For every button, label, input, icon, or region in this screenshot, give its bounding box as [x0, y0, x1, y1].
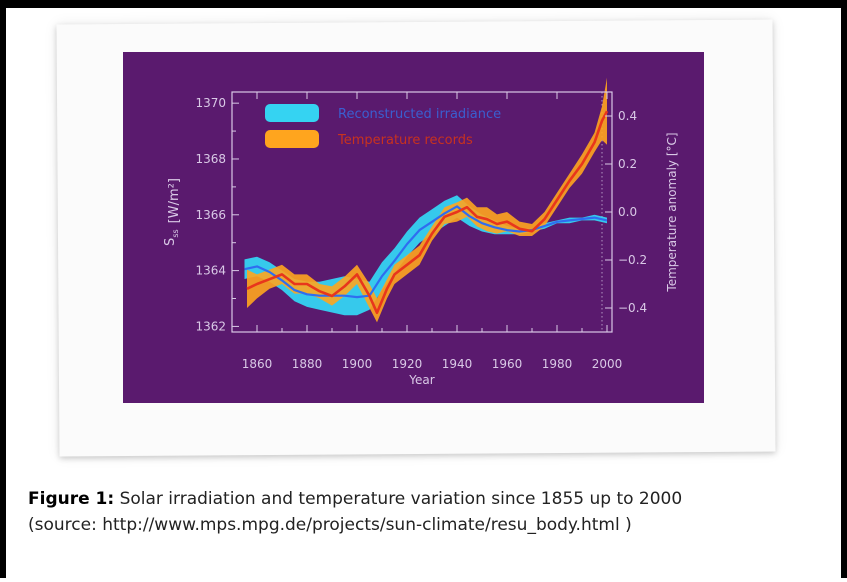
legend-swatch-irradiance: [265, 104, 319, 122]
left-axis-label: Sss [W/m²]: [163, 178, 182, 246]
x-tick-label: 1860: [242, 357, 273, 371]
legend-swatch-temperature: [265, 130, 319, 148]
x-tick-label: 1960: [492, 357, 523, 371]
right-tick-label: 0.0: [618, 205, 637, 219]
legend-label-irradiance: Reconstructed irradiance: [338, 107, 501, 122]
x-tick-label: 2000: [592, 357, 623, 371]
right-axis-label: Temperature anomaly [°C]: [665, 132, 679, 292]
x-tick-label: 1940: [442, 357, 473, 371]
x-tick-label: 1980: [542, 357, 573, 371]
left-axis-label-unit: [W/m²]: [167, 178, 182, 223]
left-tick-label: 1368: [195, 152, 226, 166]
caption-text: Solar irradiation and temperature variat…: [114, 489, 682, 509]
caption-source: (source: http://www.mps.mpg.de/projects/…: [28, 512, 843, 538]
caption-line: Figure 1: Solar irradiation and temperat…: [28, 486, 843, 512]
figure-label: Figure 1:: [28, 489, 114, 509]
left-tick-label: 1362: [195, 319, 226, 333]
left-axis-label-main: S: [163, 238, 178, 246]
x-tick-label: 1920: [392, 357, 423, 371]
x-tick-label: 1900: [342, 357, 373, 371]
right-tick-label: 0.4: [618, 109, 637, 123]
x-axis-label: Year: [408, 373, 434, 387]
x-tick-label: 1880: [292, 357, 323, 371]
right-tick-label: −0.2: [618, 253, 647, 267]
right-tick-label: −0.4: [618, 301, 647, 315]
left-tick-label: 1366: [195, 208, 226, 222]
left-tick-label: 1370: [195, 96, 226, 110]
left-axis-label-sub: ss: [171, 229, 180, 237]
figure-caption: Figure 1: Solar irradiation and temperat…: [28, 486, 843, 538]
left-tick-label: 1364: [195, 264, 226, 278]
legend-label-temperature: Temperature records: [337, 133, 473, 148]
right-tick-label: 0.2: [618, 157, 637, 171]
